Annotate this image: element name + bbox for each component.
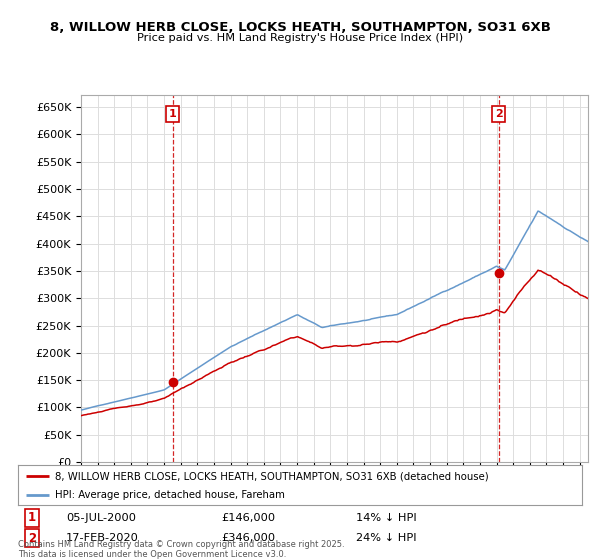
- Text: 8, WILLOW HERB CLOSE, LOCKS HEATH, SOUTHAMPTON, SO31 6XB (detached house): 8, WILLOW HERB CLOSE, LOCKS HEATH, SOUTH…: [55, 471, 488, 481]
- Text: 14% ↓ HPI: 14% ↓ HPI: [356, 513, 417, 523]
- Text: Contains HM Land Registry data © Crown copyright and database right 2025.
This d: Contains HM Land Registry data © Crown c…: [18, 540, 344, 559]
- Text: 24% ↓ HPI: 24% ↓ HPI: [356, 533, 417, 543]
- Text: 05-JUL-2000: 05-JUL-2000: [66, 513, 136, 523]
- Text: £146,000: £146,000: [221, 513, 275, 523]
- Text: HPI: Average price, detached house, Fareham: HPI: Average price, detached house, Fare…: [55, 490, 284, 500]
- Text: 2: 2: [28, 531, 36, 544]
- Text: 2: 2: [494, 109, 502, 119]
- Text: 8, WILLOW HERB CLOSE, LOCKS HEATH, SOUTHAMPTON, SO31 6XB: 8, WILLOW HERB CLOSE, LOCKS HEATH, SOUTH…: [50, 21, 550, 34]
- Text: Price paid vs. HM Land Registry's House Price Index (HPI): Price paid vs. HM Land Registry's House …: [137, 33, 463, 43]
- Text: 1: 1: [28, 511, 36, 524]
- Text: 1: 1: [169, 109, 176, 119]
- Text: 17-FEB-2020: 17-FEB-2020: [66, 533, 139, 543]
- Text: £346,000: £346,000: [221, 533, 275, 543]
